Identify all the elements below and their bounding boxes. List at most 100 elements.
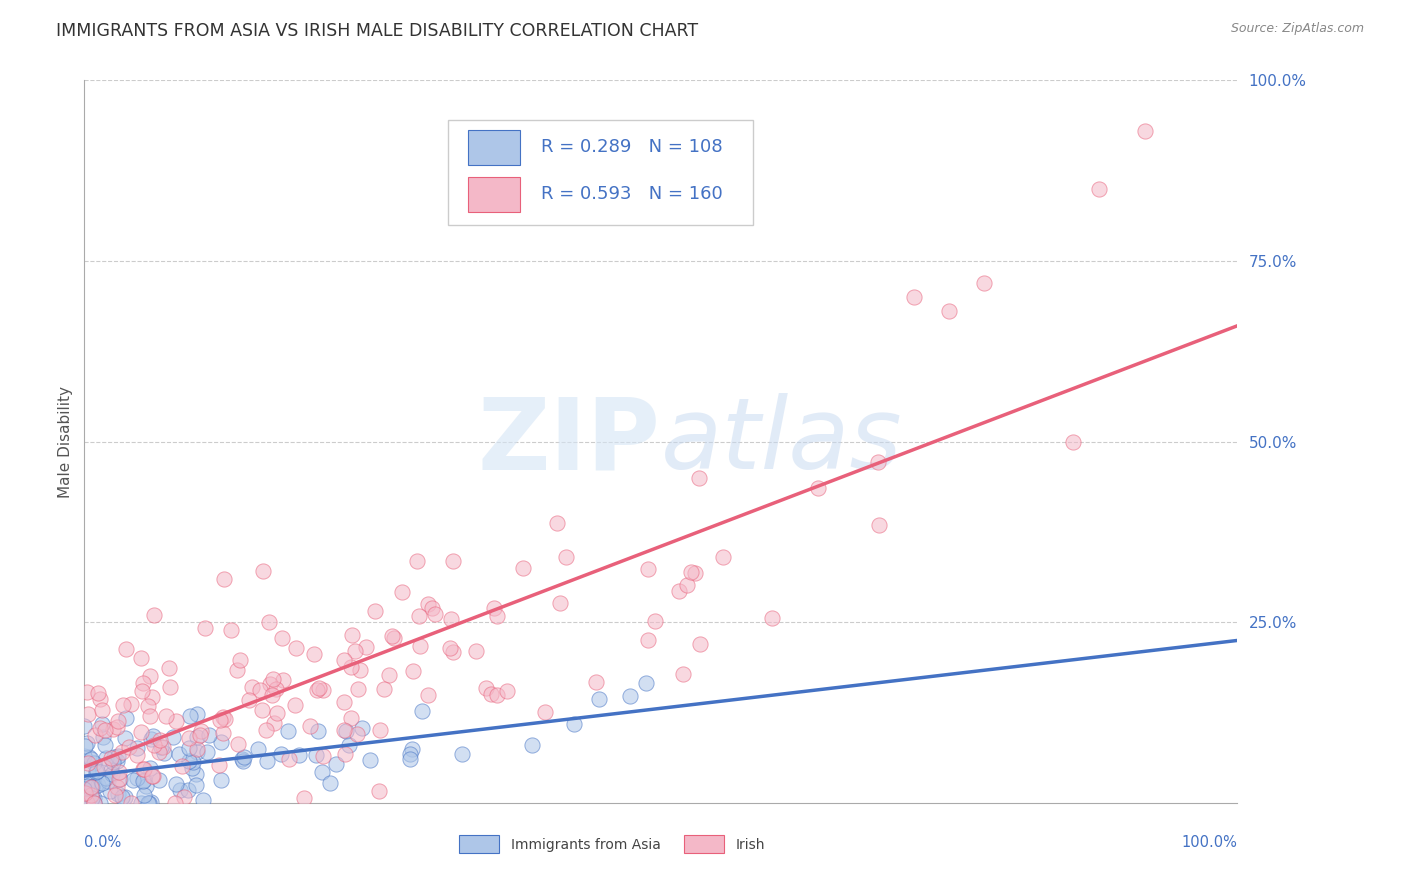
Point (129, 796, 152, 810)
Point (546, 516, 568, 530)
Point (132, 762, 155, 776)
Point (373, 681, 395, 696)
Point (107, 772, 129, 787)
Point (349, 663, 371, 677)
Point (340, 711, 363, 725)
Point (118, 739, 141, 754)
Point (973, 276, 995, 290)
Point (868, 518, 890, 533)
Point (212, 572, 235, 586)
Point (479, 687, 502, 701)
Point (211, 725, 233, 739)
Point (619, 689, 641, 703)
Point (153, 746, 176, 760)
Point (138, 761, 160, 775)
Point (79, 791, 101, 805)
Point (439, 640, 461, 655)
Point (80, 752, 103, 766)
Point (1062, 435, 1084, 450)
Point (142, 607, 165, 622)
Point (104, 788, 127, 802)
Point (262, 672, 284, 686)
Point (226, 738, 249, 752)
Point (93, 760, 115, 774)
Point (284, 698, 307, 712)
Point (107, 748, 129, 763)
Point (120, 697, 142, 711)
Point (382, 631, 405, 645)
Point (238, 693, 260, 707)
Point (135, 779, 157, 793)
Point (179, 731, 201, 746)
Point (308, 681, 330, 695)
Point (89, 721, 111, 735)
Point (271, 631, 294, 645)
Point (672, 667, 695, 681)
Point (157, 661, 180, 675)
Point (186, 730, 208, 744)
Point (277, 752, 299, 766)
Point (311, 764, 333, 779)
Point (347, 681, 370, 696)
Point (485, 688, 508, 702)
Point (342, 628, 364, 642)
Point (165, 777, 187, 791)
Point (148, 773, 170, 788)
Point (333, 723, 356, 738)
Point (184, 778, 207, 792)
Point (139, 709, 162, 723)
Point (125, 740, 148, 755)
Point (122, 773, 145, 788)
Point (359, 753, 381, 767)
Point (401, 742, 423, 756)
Point (139, 732, 162, 747)
Point (333, 652, 356, 666)
Point (76, 685, 98, 699)
Point (214, 712, 236, 726)
Point (100, 763, 122, 777)
Point (304, 747, 326, 762)
Point (402, 665, 425, 679)
Point (105, 720, 128, 734)
Point (319, 776, 342, 790)
Point (1088, 182, 1111, 196)
Point (114, 731, 136, 745)
Point (637, 633, 659, 648)
Point (333, 747, 356, 761)
Point (173, 790, 195, 805)
Point (73, 749, 96, 764)
Point (475, 681, 498, 695)
Bar (468, 130, 520, 165)
Point (73, 719, 96, 733)
Point (292, 790, 315, 805)
Point (75, 789, 97, 803)
Point (80, 788, 103, 802)
Point (105, 780, 128, 794)
Point (132, 774, 155, 789)
Point (271, 673, 294, 687)
Point (76, 736, 98, 750)
Point (83, 779, 105, 793)
Point (148, 745, 170, 759)
Point (94, 738, 117, 752)
Point (903, 290, 925, 304)
Point (107, 714, 129, 729)
Point (482, 601, 505, 615)
Point (450, 747, 472, 761)
Point (80, 780, 103, 794)
Point (77, 706, 100, 721)
Point (257, 615, 280, 629)
Point (266, 681, 288, 696)
Point (233, 750, 256, 764)
Point (408, 609, 430, 624)
Point (142, 729, 165, 743)
Point (209, 772, 232, 787)
Point (136, 796, 159, 810)
Point (129, 651, 152, 665)
Point (83, 756, 105, 770)
Point (398, 747, 420, 761)
Point (181, 755, 204, 769)
Point (186, 767, 208, 781)
Point (132, 773, 155, 788)
Point (585, 675, 607, 690)
